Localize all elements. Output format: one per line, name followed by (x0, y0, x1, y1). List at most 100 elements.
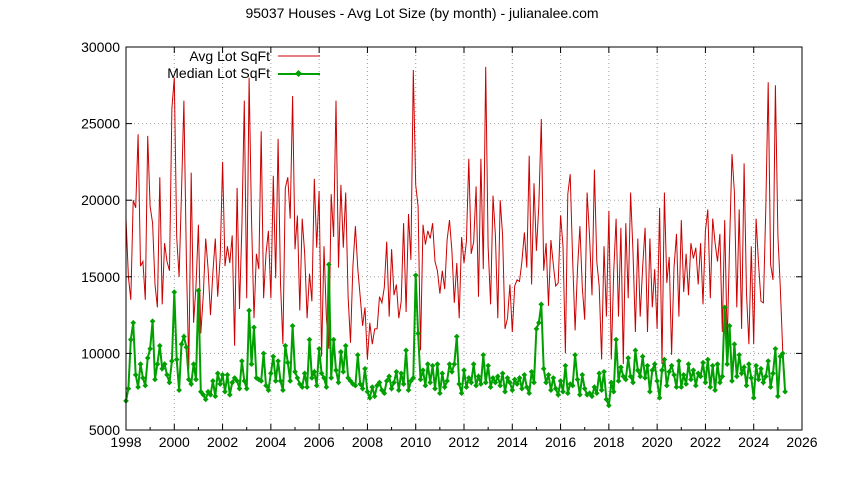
median-point (272, 378, 279, 384)
median-point (362, 365, 368, 372)
median-point (236, 385, 243, 392)
median-point (654, 378, 660, 384)
median-point (463, 384, 470, 390)
median-point (306, 336, 313, 343)
median-point (410, 375, 417, 381)
median-point (207, 391, 214, 398)
median-point (676, 358, 682, 364)
median-point (258, 378, 265, 384)
median-point (591, 384, 598, 390)
median-point (731, 341, 738, 348)
median-point (422, 382, 429, 389)
median-point (485, 362, 491, 369)
median-point (468, 379, 475, 386)
median-point (490, 375, 496, 381)
legend-marker-median (294, 69, 303, 78)
median-point (765, 358, 772, 364)
median-point (434, 361, 441, 367)
median-point (639, 353, 646, 360)
median-point (381, 390, 388, 397)
median-point (492, 379, 499, 386)
median-point (743, 382, 750, 389)
median-point (183, 344, 190, 351)
median-point (226, 391, 233, 398)
legend-label-median: Median Lot SqFt (167, 65, 270, 81)
median-point (294, 375, 301, 381)
median-point (178, 341, 185, 348)
median-point (482, 379, 489, 386)
median-point (499, 370, 506, 377)
median-point (260, 350, 267, 357)
median-point (702, 379, 709, 386)
median-point (678, 384, 685, 390)
median-point (137, 361, 144, 367)
median-point (398, 370, 405, 377)
median-point (424, 361, 431, 367)
median-point (569, 382, 576, 389)
median-point (224, 372, 231, 378)
median-point (458, 390, 465, 397)
median-point (461, 367, 467, 374)
median-point (548, 387, 554, 393)
median-point (613, 336, 619, 343)
x-tick-label: 2026 (786, 434, 817, 450)
median-point (572, 352, 578, 358)
median-point (552, 385, 559, 392)
median-point (371, 393, 378, 400)
median-point (156, 342, 163, 349)
x-tick-label: 2024 (738, 434, 769, 450)
median-point (432, 385, 438, 392)
median-point (644, 362, 651, 369)
median-point (243, 385, 250, 392)
median-point (190, 361, 197, 367)
median-point (456, 381, 462, 387)
median-point (202, 396, 209, 403)
median-point (417, 376, 424, 383)
median-point (466, 375, 472, 381)
x-tick-label: 2008 (352, 434, 383, 450)
median-point (762, 373, 769, 380)
median-point (618, 364, 624, 371)
median-point (441, 384, 448, 390)
median-point (470, 361, 477, 367)
median-point (504, 375, 511, 381)
median-point (487, 384, 494, 390)
median-point (775, 393, 781, 400)
median-point (497, 382, 504, 389)
median-point (705, 356, 711, 363)
median-point (188, 381, 195, 387)
median-point (200, 391, 207, 398)
median-point (543, 379, 549, 386)
median-point (369, 384, 376, 390)
series-avg-lot-sqft (125, 66, 786, 385)
median-point (514, 381, 520, 387)
median-point (304, 384, 310, 390)
median-point (446, 361, 453, 367)
median-point (507, 379, 513, 386)
median-point (330, 336, 337, 343)
median-point (152, 376, 158, 383)
median-point (282, 342, 289, 349)
median-point (234, 378, 240, 384)
median-point (733, 373, 740, 380)
median-point (632, 347, 639, 354)
median-point (147, 345, 153, 352)
median-point (494, 373, 501, 380)
median-point (637, 373, 644, 380)
y-tick-label: 30000 (81, 39, 120, 55)
median-point (680, 372, 687, 378)
median-point (545, 372, 552, 378)
median-point (318, 370, 325, 377)
median-point (325, 261, 332, 268)
y-tick-label: 5000 (89, 422, 120, 438)
median-point (321, 375, 327, 381)
median-point (509, 387, 516, 393)
median-point (598, 387, 605, 393)
median-point (185, 376, 192, 383)
median-point (364, 388, 371, 395)
series-median-lot-sqft (123, 261, 788, 409)
median-point (767, 384, 774, 390)
median-point (779, 350, 786, 357)
median-point (753, 362, 759, 369)
median-point (251, 324, 257, 331)
